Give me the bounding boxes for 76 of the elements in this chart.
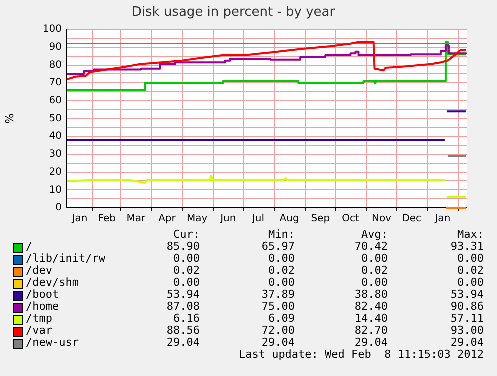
y-tick-label: 0 xyxy=(56,202,62,214)
y-tick-label: 60 xyxy=(49,96,62,107)
text: 29.04 xyxy=(354,336,388,349)
text: 0.00 xyxy=(362,276,388,289)
x-tick-label: Nov xyxy=(372,214,392,225)
text: 6.09 xyxy=(268,312,295,325)
legend-label: /dev/shm xyxy=(26,276,79,289)
text: 0.00 xyxy=(458,276,484,289)
text: 87.08 xyxy=(166,300,200,313)
legend-label: /new-usr xyxy=(26,336,79,349)
text: 88.56 xyxy=(166,324,200,337)
text: 0.02 xyxy=(174,264,200,277)
y-tick-label: 70 xyxy=(49,78,62,89)
text: 0.00 xyxy=(174,252,200,265)
text: 38.80 xyxy=(354,288,388,301)
legend-label: /home xyxy=(26,300,60,313)
legend-label: /tmp xyxy=(26,312,52,325)
text: Last update: Wed Feb 8 11:15:03 2012 xyxy=(238,348,484,361)
text: 72.00 xyxy=(262,324,295,337)
text: 0.00 xyxy=(174,276,200,289)
text: 82.70 xyxy=(354,324,388,337)
text: 0.02 xyxy=(458,264,484,277)
x-tick-label: Feb xyxy=(98,214,116,225)
legend-label: /lib/init/rw xyxy=(26,252,106,265)
y-tick-label: 90 xyxy=(49,42,62,54)
chart-title: Disk usage in percent - by year xyxy=(132,5,336,20)
text: 70.42 xyxy=(354,240,388,253)
text: 53.94 xyxy=(450,288,484,301)
text: 93.00 xyxy=(450,324,484,337)
x-tick-label: Sep xyxy=(311,214,330,225)
text: 0.00 xyxy=(268,276,295,289)
text: 90.86 xyxy=(450,300,484,313)
text: 14.40 xyxy=(354,312,388,325)
text: 29.04 xyxy=(166,336,200,349)
text: 57.11 xyxy=(450,312,484,325)
text: 0.00 xyxy=(362,252,388,265)
text: 93.31 xyxy=(450,240,484,253)
legend-label: /dev xyxy=(26,264,52,277)
x-tick-label: Apr xyxy=(158,214,177,225)
text: 85.90 xyxy=(166,240,200,253)
text: 29.04 xyxy=(450,336,484,349)
text: Cur: xyxy=(174,228,200,241)
text: 75.00 xyxy=(262,300,295,313)
x-tick-label: Oct xyxy=(342,214,360,225)
text: 53.94 xyxy=(166,288,200,301)
y-tick-label: 30 xyxy=(49,149,62,160)
text: Max: xyxy=(458,228,484,241)
text: 82.40 xyxy=(354,300,388,313)
x-tick-label: Jun xyxy=(220,214,236,225)
y-tick-label: 20 xyxy=(49,166,62,178)
y-tick-label: 10 xyxy=(49,184,62,196)
text: 29.04 xyxy=(262,336,295,349)
text: 6.16 xyxy=(174,312,200,325)
legend-label: / xyxy=(26,240,33,253)
y-tick-label: 80 xyxy=(49,60,62,71)
legend-label: /boot xyxy=(26,288,60,301)
x-tick-label: Jul xyxy=(251,214,265,225)
text: 37.89 xyxy=(262,288,295,301)
text: Min: xyxy=(268,228,295,241)
text: Avg: xyxy=(362,228,388,241)
y-axis-title: % xyxy=(3,114,16,124)
x-tick-label: May xyxy=(186,214,208,225)
text: 0.02 xyxy=(362,264,388,277)
x-tick-label: Jan xyxy=(71,214,88,225)
y-tick-label: 50 xyxy=(49,113,62,124)
x-tick-label: Aug xyxy=(280,214,300,225)
x-tick-label: Mar xyxy=(126,214,146,225)
text: 0.00 xyxy=(458,252,484,265)
y-tick-label: 100 xyxy=(42,24,62,36)
text: 65.97 xyxy=(262,240,295,253)
x-tick-label: Jan xyxy=(434,214,451,225)
legend-label: /var xyxy=(26,324,52,337)
text: 0.00 xyxy=(268,252,295,265)
y-tick-label: 40 xyxy=(49,131,62,142)
x-tick-label: Dec xyxy=(402,214,422,225)
text: 0.02 xyxy=(268,264,295,277)
